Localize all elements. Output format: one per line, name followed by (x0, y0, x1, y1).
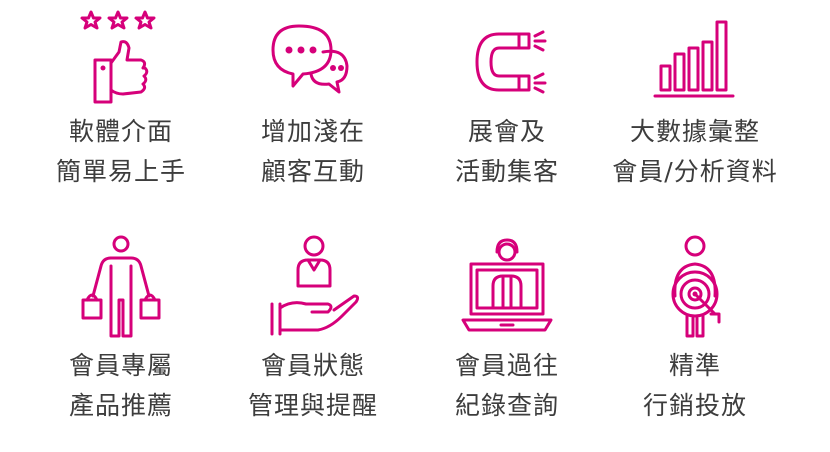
feature-item-big-data: 大數據彙整 會員/分析資料 (600, 8, 790, 192)
feature-line-1: 會員專屬 (68, 351, 173, 380)
feature-item-easy-interface: 軟體介面 簡單易上手 (26, 8, 216, 192)
feature-line-1: 精準 (668, 351, 721, 380)
person-target-icon (600, 230, 790, 342)
feature-label: 大數據彙整 會員/分析資料 (600, 112, 790, 192)
bar-chart-icon (600, 8, 790, 108)
feature-label: 展會及 活動集客 (412, 112, 602, 192)
magnet-icon (412, 8, 602, 108)
feature-label: 精準 行銷投放 (600, 346, 790, 426)
feature-line-1: 大數據彙整 (629, 117, 760, 146)
feature-label: 會員狀態 管理與提醒 (218, 346, 408, 426)
feature-line-1: 會員過往 (454, 351, 559, 380)
feature-item-precision-marketing: 精準 行銷投放 (600, 230, 790, 426)
feature-line-1: 展會及 (467, 117, 546, 146)
feature-line-1: 軟體介面 (68, 117, 173, 146)
feature-item-member-history: 會員過往 紀錄查詢 (412, 230, 602, 426)
feature-label: 增加淺在 顧客互動 (218, 112, 408, 192)
feature-label: 會員專屬 產品推薦 (26, 346, 216, 426)
feature-item-member-recommendation: 會員專屬 產品推薦 (26, 230, 216, 426)
feature-line-2: 會員/分析資料 (612, 157, 778, 186)
thumbs-up-stars-icon (26, 8, 216, 108)
shopper-bags-icon (26, 230, 216, 342)
feature-line-2: 活動集客 (454, 157, 559, 186)
feature-line-2: 產品推薦 (68, 391, 173, 420)
feature-line-2: 顧客互動 (260, 157, 365, 186)
feature-line-2: 紀錄查詢 (454, 391, 559, 420)
feature-line-2: 行銷投放 (642, 391, 747, 420)
laptop-agent-icon (412, 230, 602, 342)
chat-bubbles-icon (218, 8, 408, 108)
hand-holding-person-icon (218, 230, 408, 342)
feature-line-1: 增加淺在 (260, 117, 365, 146)
feature-line-2: 管理與提醒 (247, 391, 378, 420)
feature-label: 軟體介面 簡單易上手 (26, 112, 216, 192)
feature-label: 會員過往 紀錄查詢 (412, 346, 602, 426)
feature-item-event-leads: 展會及 活動集客 (412, 8, 602, 192)
feature-item-customer-interaction: 增加淺在 顧客互動 (218, 8, 408, 192)
feature-item-member-status: 會員狀態 管理與提醒 (218, 230, 408, 426)
feature-line-1: 會員狀態 (260, 351, 365, 380)
feature-line-2: 簡單易上手 (55, 157, 186, 186)
